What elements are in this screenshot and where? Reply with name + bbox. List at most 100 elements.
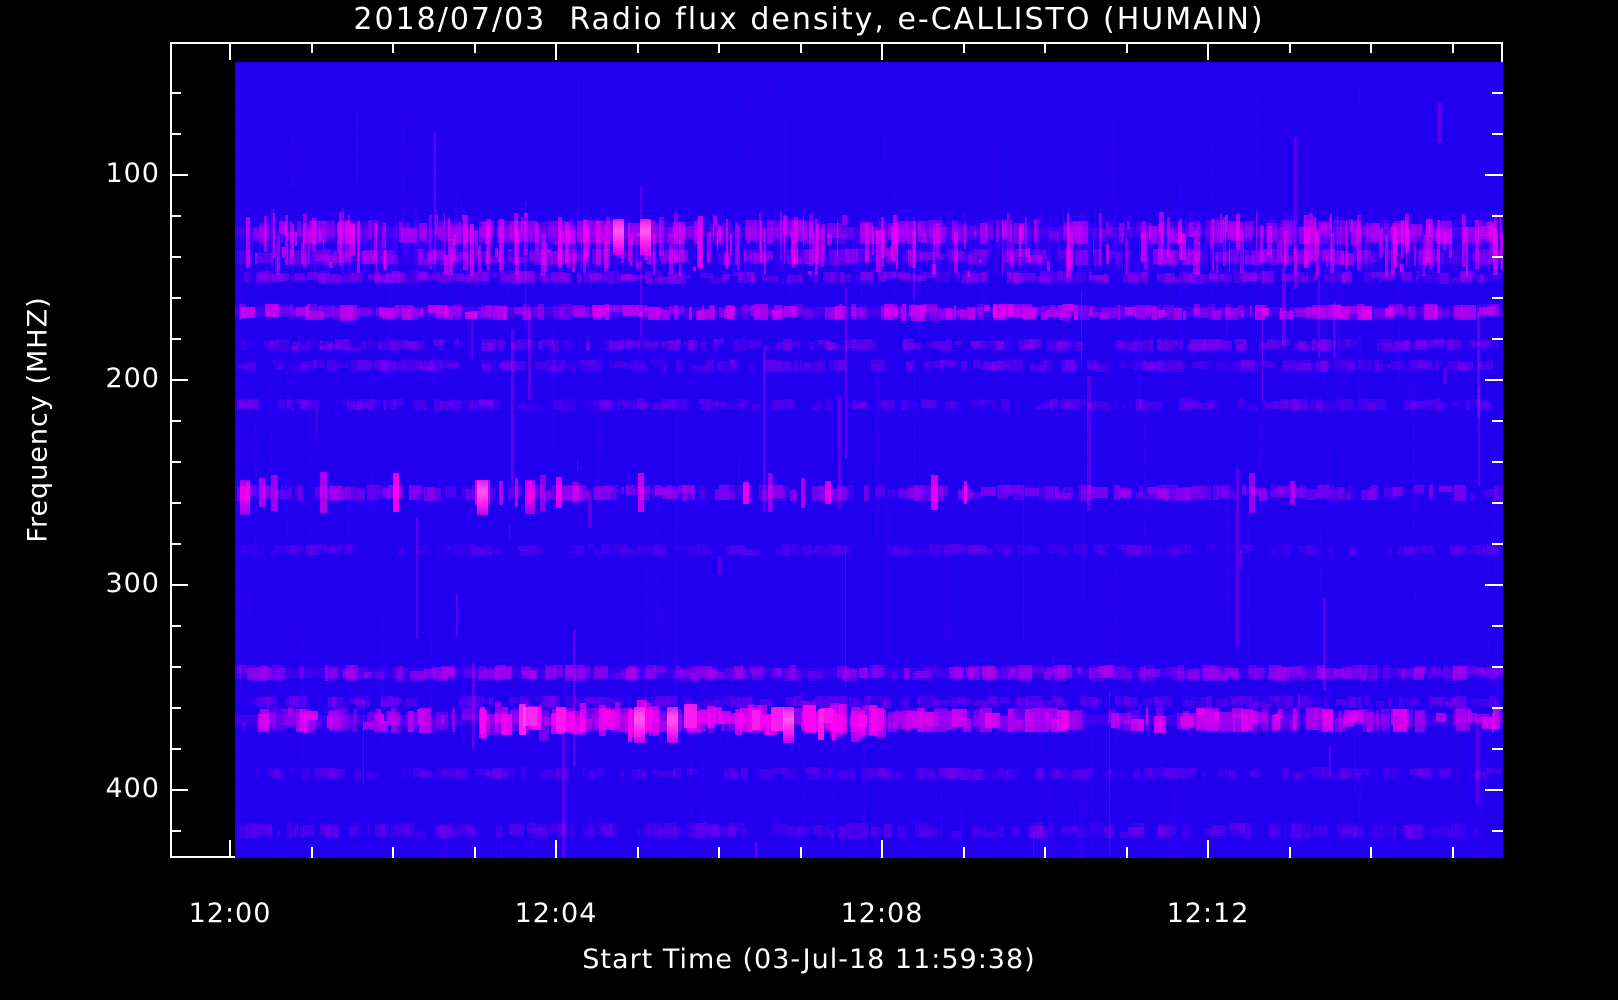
rfi-segment xyxy=(740,546,747,555)
rfi-segment xyxy=(712,339,719,351)
rfi-segment xyxy=(619,339,631,350)
rfi-segment xyxy=(794,360,798,372)
rfi-segment xyxy=(1352,249,1361,263)
broadband-streak xyxy=(1009,314,1011,364)
broadband-streak xyxy=(940,773,943,837)
broadband-streak xyxy=(1188,232,1190,337)
rfi-segment xyxy=(970,491,983,498)
rfi-segment xyxy=(513,360,526,371)
rfi-segment xyxy=(973,360,981,368)
rfi-segment xyxy=(602,825,613,837)
broadband-streak xyxy=(656,496,660,634)
rfi-segment xyxy=(903,257,907,265)
rfi-segment xyxy=(1062,403,1075,410)
rfi-segment xyxy=(811,486,827,501)
y-axis-title: Frequency (MHZ) xyxy=(22,296,54,543)
rfi-segment xyxy=(1473,828,1478,839)
rfi-segment xyxy=(1026,545,1036,551)
broadband-streak xyxy=(384,404,386,580)
rfi-segment xyxy=(1155,700,1163,708)
rfi-segment xyxy=(722,696,738,707)
broadband-streak xyxy=(1008,467,1011,505)
rfi-segment xyxy=(306,272,319,281)
rfi-segment xyxy=(1438,272,1450,284)
rfi-segment xyxy=(1486,544,1499,555)
rfi-segment xyxy=(982,703,989,708)
rfi-segment xyxy=(291,545,303,551)
broadband-streak xyxy=(1255,90,1260,178)
broadband-streak xyxy=(1081,467,1084,604)
rfi-segment xyxy=(1168,360,1184,372)
rfi-segment xyxy=(1346,339,1358,348)
rfi-segment xyxy=(821,698,830,707)
rfi-segment xyxy=(1105,221,1110,233)
x-axis-title: Start Time (03-Jul-18 11:59:38) xyxy=(582,944,1036,975)
rfi-segment xyxy=(610,360,619,369)
rfi-segment xyxy=(386,272,402,284)
rfi-segment xyxy=(275,364,282,370)
rfi-segment xyxy=(1092,487,1109,498)
y-tick-major xyxy=(1485,379,1503,381)
rfi-segment xyxy=(588,544,594,550)
rfi-segment xyxy=(324,487,329,495)
y-tick-minor xyxy=(170,133,181,135)
broadband-streak xyxy=(530,813,533,858)
narrow-spike xyxy=(539,474,547,511)
broadband-streak xyxy=(561,731,565,858)
rfi-segment xyxy=(1283,273,1294,281)
rfi-segment xyxy=(334,339,349,350)
rfi-segment xyxy=(418,544,426,555)
rfi-segment xyxy=(1120,487,1132,497)
rfi-segment xyxy=(635,546,652,556)
y-tick-minor xyxy=(1492,748,1503,750)
rfi-segment xyxy=(1096,545,1107,556)
rfi-segment xyxy=(787,544,800,557)
rfi-segment xyxy=(1147,486,1160,494)
broadband-streak xyxy=(659,608,664,756)
rfi-segment xyxy=(451,398,458,411)
rfi-segment xyxy=(772,361,776,370)
rfi-segment xyxy=(1488,695,1496,708)
rfi-segment xyxy=(1288,696,1294,708)
rfi-segment xyxy=(833,361,847,370)
rfi-segment xyxy=(1128,275,1140,283)
rfi-segment xyxy=(784,825,791,837)
rfi-segment xyxy=(1123,720,1137,731)
rfi-segment xyxy=(1044,486,1056,500)
rfi-segment xyxy=(1365,695,1370,708)
rfi-segment xyxy=(664,229,668,253)
x-tick-major xyxy=(1207,840,1209,858)
rfi-segment xyxy=(374,359,386,370)
rfi-segment xyxy=(255,768,260,780)
rfi-segment xyxy=(771,399,782,411)
y-tick-minor xyxy=(170,215,181,217)
rfi-segment xyxy=(1335,698,1348,705)
rfi-segment xyxy=(287,545,297,555)
rfi-segment xyxy=(520,767,526,779)
rfi-segment xyxy=(537,273,546,279)
bright-spike xyxy=(782,707,794,743)
rfi-segment xyxy=(945,699,958,706)
narrow-spike xyxy=(270,474,278,511)
broadband-streak xyxy=(425,294,429,354)
broadband-streak xyxy=(1327,392,1329,495)
rfi-segment xyxy=(1049,823,1054,839)
rfi-segment xyxy=(489,696,495,706)
rfi-segment xyxy=(551,343,560,351)
x-tick-minor xyxy=(1125,42,1128,53)
rfi-segment xyxy=(701,485,706,501)
rfi-segment xyxy=(644,825,653,836)
rfi-segment xyxy=(874,485,885,498)
rfi-segment xyxy=(441,769,455,779)
rfi-segment xyxy=(671,399,688,410)
rfi-segment xyxy=(868,696,881,702)
rfi-segment xyxy=(540,339,555,347)
narrow-spike xyxy=(498,480,504,505)
rfi-segment xyxy=(1277,708,1284,719)
rfi-segment xyxy=(539,769,553,779)
rfi-segment xyxy=(1240,544,1248,554)
broadband-streak xyxy=(520,541,523,680)
rfi-segment xyxy=(1119,772,1127,779)
rfi-segment xyxy=(1282,767,1289,780)
x-tick-minor xyxy=(799,847,802,858)
